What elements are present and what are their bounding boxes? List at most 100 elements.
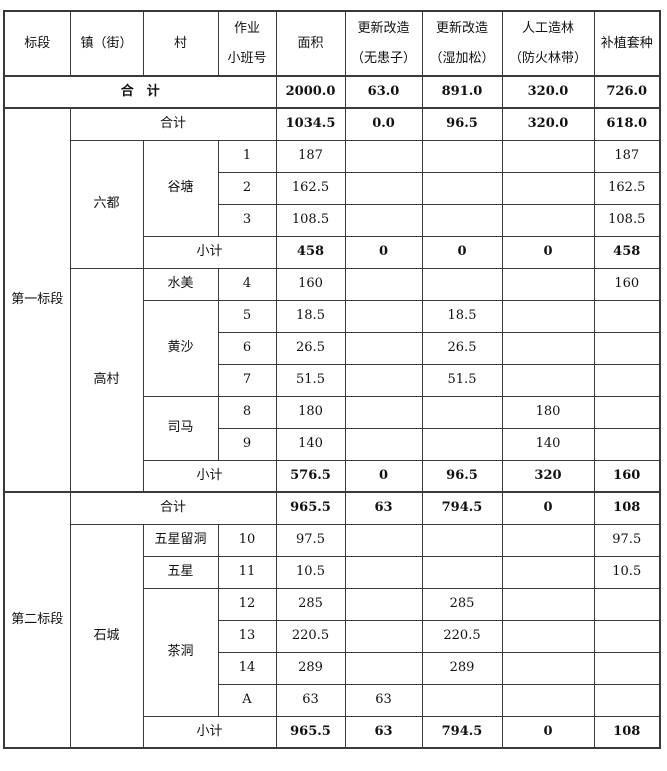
table-cell <box>344 331 423 365</box>
table-cell: 108.5 <box>275 203 346 237</box>
table-cell <box>421 203 503 237</box>
table-cell: 51.5 <box>421 363 503 397</box>
table-cell: 10 <box>217 523 277 557</box>
table-cell <box>421 683 503 717</box>
table-cell <box>421 395 503 429</box>
table-cell: 0 <box>344 235 423 269</box>
header-cell: 更新改造 （湿加松） <box>421 10 503 77</box>
table-cell: 合 计 <box>3 75 277 109</box>
table-cell: 458 <box>593 235 661 269</box>
table-cell: 10.5 <box>275 555 346 589</box>
table-cell <box>421 427 503 461</box>
table-cell <box>593 395 661 429</box>
table-cell: 18.5 <box>421 299 503 333</box>
table-cell <box>593 299 661 333</box>
table-row: 小计 576.5 0 96.5 320 160 <box>4 459 661 493</box>
table-cell: 108.5 <box>593 203 661 237</box>
table-cell <box>593 427 661 461</box>
table-cell <box>501 299 595 333</box>
table-cell <box>344 427 423 461</box>
table-cell: 6 <box>217 331 277 365</box>
table-cell <box>344 363 423 397</box>
table-cell: 187 <box>275 139 346 173</box>
table-cell: 160 <box>593 267 661 301</box>
table-cell <box>501 651 595 685</box>
table-cell: 180 <box>501 395 595 429</box>
table-cell <box>344 139 423 173</box>
table-row: 7 51.5 51.5 <box>4 363 661 397</box>
table-cell: 96.5 <box>421 459 503 493</box>
table-cell: 水美 <box>142 267 219 301</box>
table-cell <box>421 523 503 557</box>
table-cell <box>501 619 595 653</box>
table-cell <box>501 587 595 621</box>
table-cell: 11 <box>217 555 277 589</box>
table-cell <box>501 203 595 237</box>
table-cell: 0 <box>344 459 423 493</box>
table-row: 司马 8 180 180 <box>4 395 661 461</box>
table-cell: 726.0 <box>593 75 661 109</box>
table-cell: 4 <box>217 267 277 301</box>
table-cell: 13 <box>217 619 277 653</box>
table-cell: 140 <box>275 427 346 461</box>
table-cell: 220.5 <box>421 619 503 653</box>
header-cell: 更新改造 （无患子） <box>344 10 423 77</box>
table-cell: 0 <box>421 235 503 269</box>
table-cell: 965.5 <box>275 715 346 749</box>
table-cell: 2000.0 <box>275 75 346 109</box>
table-row: 第二标段 合计 965.5 63 794.5 0 108 <box>3 491 661 749</box>
table-cell: 108 <box>593 491 661 525</box>
afforestation-summary-table: 标段 镇（街）村作业 小班号 面积 更新改造 （无患子） 更新改造 （湿加松） 人工造林 … <box>3 10 661 749</box>
table-row: 高村 水美 4 160 160 <box>4 267 661 493</box>
table-cell: 187 <box>593 139 661 173</box>
table-cell: 891.0 <box>421 75 503 109</box>
table-cell: 1034.5 <box>275 107 346 141</box>
table-cell: 63.0 <box>344 75 423 109</box>
table-cell: 160 <box>593 459 661 493</box>
table-cell: 162.5 <box>275 171 346 205</box>
table-body: 合 计 2000.0 63.0 891.0 320.0 726.0 第一标段 合计 1034.5… <box>3 75 661 749</box>
table-cell: 965.5 <box>275 491 346 525</box>
table-cell: 18.5 <box>275 299 346 333</box>
table-cell <box>344 555 423 589</box>
table-cell <box>593 683 661 717</box>
table-row: 3 108.5 108.5 <box>4 203 661 237</box>
table-cell <box>344 267 423 301</box>
table-cell: 合计 <box>69 491 277 525</box>
table-row: 2 162.5 162.5 <box>4 171 661 205</box>
table-cell <box>344 587 423 621</box>
table-cell <box>344 299 423 333</box>
table-cell: 小计 <box>142 235 277 269</box>
table-cell: 140 <box>501 427 595 461</box>
header-cell: 补植套种 <box>593 10 661 77</box>
table-cell: 26.5 <box>421 331 503 365</box>
header-row: 标段 镇（街）村作业 小班号 面积 更新改造 （无患子） 更新改造 （湿加松） 人工造林 … <box>3 10 661 77</box>
table-cell <box>501 555 595 589</box>
table-cell: 第一标段 <box>3 107 71 493</box>
table-cell: 谷塘 <box>142 139 219 237</box>
table-cell <box>344 523 423 557</box>
table-cell <box>593 651 661 685</box>
table-cell: 茶洞 <box>142 587 219 717</box>
table-cell <box>344 171 423 205</box>
table-header: 标段 镇（街）村作业 小班号 面积 更新改造 （无患子） 更新改造 （湿加松） 人工造林 … <box>3 10 661 77</box>
table-row: 合 计 2000.0 63.0 891.0 320.0 726.0 <box>3 75 661 109</box>
table-cell: 618.0 <box>593 107 661 141</box>
table-cell <box>501 267 595 301</box>
table-cell <box>421 139 503 173</box>
table-cell: 0.0 <box>344 107 423 141</box>
table-cell: 63 <box>344 683 423 717</box>
table-cell <box>501 171 595 205</box>
table-cell: 六都 <box>69 139 144 269</box>
table-row: 五星 11 10.5 10.5 <box>4 555 661 589</box>
table-cell: 0 <box>501 235 595 269</box>
table-cell: 108 <box>593 715 661 749</box>
table-cell: 160 <box>275 267 346 301</box>
table-cell: 10.5 <box>593 555 661 589</box>
table-cell: 26.5 <box>275 331 346 365</box>
header-cell: 标段 <box>3 10 71 77</box>
table-cell: 320.0 <box>501 75 595 109</box>
table-cell <box>421 267 503 301</box>
table-cell: 合计 <box>69 107 277 141</box>
